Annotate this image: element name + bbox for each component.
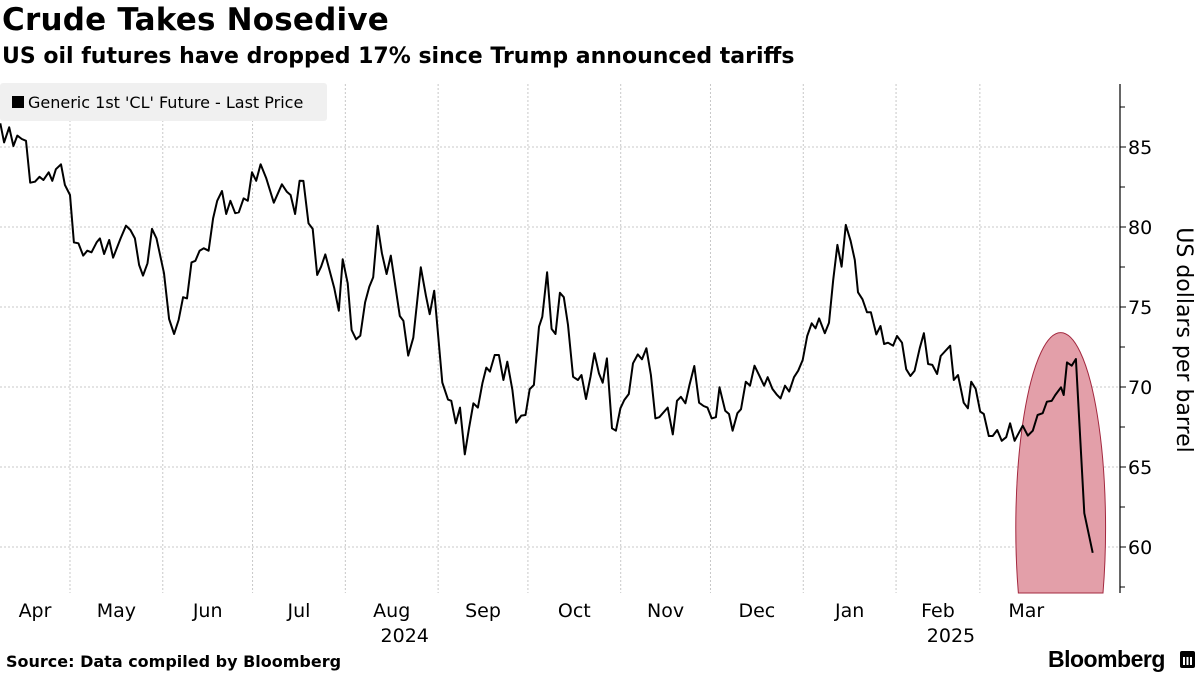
x-tick-label-jan: Jan: [834, 600, 864, 622]
x-tick-label-dec: Dec: [738, 600, 775, 622]
x-tick-label-oct: Oct: [558, 600, 591, 622]
source-note: Source: Data compiled by Bloomberg: [6, 652, 342, 671]
series-line-group: [0, 123, 1094, 554]
x-year-label: 2025: [927, 625, 975, 647]
y-axis: 60 65 70 75 80 85: [1119, 84, 1152, 593]
highlight-annotation: [1015, 332, 1107, 594]
y-tick-label: 70: [1128, 377, 1152, 399]
x-tick-label-sep: Sep: [465, 600, 501, 622]
legend: Generic 1st 'CL' Future - Last Price: [0, 83, 327, 121]
x-year-label: 2024: [381, 625, 429, 647]
x-tick-label-mar: Mar: [1008, 600, 1044, 622]
x-tick-label-may: May: [97, 600, 136, 622]
y-tick-label: 65: [1128, 457, 1152, 479]
y-axis-label: US dollars per barrel: [1171, 227, 1196, 453]
x-tick-label-feb: Feb: [921, 600, 955, 622]
price-line: [0, 123, 1094, 554]
x-tick-label-jul: Jul: [286, 600, 310, 622]
x-tick-label-nov: Nov: [647, 600, 684, 622]
x-tick-label-jun: Jun: [192, 600, 223, 622]
y-tick-label: 85: [1128, 137, 1152, 159]
x-axis: Apr May Jun Jul Aug 2024 Sep Oct Nov Dec Jan Feb 202…: [19, 600, 1045, 647]
legend-label: Generic 1st 'CL' Future - Last Price: [28, 92, 304, 112]
gridlines: [0, 84, 1120, 593]
highlight-ellipse: [1015, 332, 1107, 594]
legend-swatch: [12, 96, 24, 108]
bloomberg-logo: Bloomberg: [1048, 646, 1165, 672]
x-tick-label-aug: Aug: [373, 600, 410, 622]
y-tick-label: 75: [1128, 297, 1152, 319]
x-tick-label-apr: Apr: [19, 600, 52, 622]
chart-subtitle: US oil futures have dropped 17% since Tr…: [2, 44, 795, 69]
bloomberg-chart-icon: [1180, 651, 1195, 668]
y-tick-label: 80: [1128, 217, 1152, 239]
y-tick-label: 60: [1128, 537, 1152, 559]
chart-title: Crude Takes Nosedive: [2, 2, 390, 38]
